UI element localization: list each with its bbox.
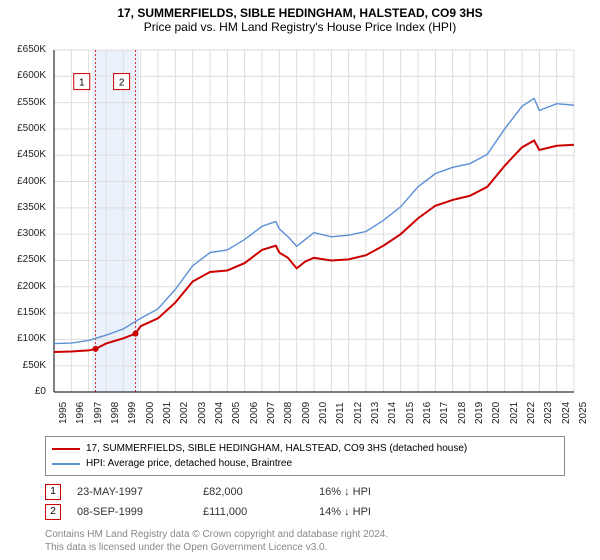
transaction-badge-1: 1 — [45, 484, 61, 500]
x-tick-label: 2003 — [197, 402, 208, 424]
x-tick-label: 2002 — [179, 402, 190, 424]
x-tick-label: 2005 — [231, 402, 242, 424]
x-tick-label: 2020 — [491, 402, 502, 424]
x-tick-label: 1998 — [110, 402, 121, 424]
legend-label-hpi: HPI: Average price, detached house, Brai… — [86, 456, 292, 471]
transaction-date-2: 08-SEP-1999 — [77, 506, 187, 518]
x-tick-label: 2023 — [543, 402, 554, 424]
y-tick-label: £100K — [2, 333, 46, 344]
x-tick-label: 2024 — [561, 402, 572, 424]
x-tick-label: 2019 — [474, 402, 485, 424]
x-tick-label: 1999 — [127, 402, 138, 424]
chart-svg: 12 — [50, 46, 580, 396]
x-tick-label: 2007 — [266, 402, 277, 424]
x-tick-label: 2004 — [214, 402, 225, 424]
x-tick-label: 1997 — [93, 402, 104, 424]
x-tick-label: 2021 — [509, 402, 520, 424]
plot-area: 12 — [50, 46, 580, 396]
x-tick-label: 2001 — [162, 402, 173, 424]
y-tick-label: £150K — [2, 307, 46, 318]
x-tick-label: 2015 — [405, 402, 416, 424]
x-tick-label: 2010 — [318, 402, 329, 424]
transaction-badge-2: 2 — [45, 504, 61, 520]
legend-box: 17, SUMMERFIELDS, SIBLE HEDINGHAM, HALST… — [45, 436, 565, 476]
x-tick-label: 2006 — [249, 402, 260, 424]
y-tick-label: £200K — [2, 281, 46, 292]
transactions-block: 1 23-MAY-1997 £82,000 16% ↓ HPI 2 08-SEP… — [45, 480, 565, 520]
x-tick-label: 2022 — [526, 402, 537, 424]
x-tick-label: 2016 — [422, 402, 433, 424]
x-tick-label: 1995 — [58, 402, 69, 424]
x-tick-label: 2014 — [387, 402, 398, 424]
x-tick-label: 2009 — [301, 402, 312, 424]
transaction-delta-2: 14% ↓ HPI — [319, 506, 371, 518]
x-tick-label: 2012 — [353, 402, 364, 424]
y-tick-label: £50K — [2, 360, 46, 371]
legend-swatch-property — [52, 448, 80, 450]
y-tick-label: £450K — [2, 149, 46, 160]
legend-row-property: 17, SUMMERFIELDS, SIBLE HEDINGHAM, HALST… — [52, 441, 558, 456]
x-tick-label: 2013 — [370, 402, 381, 424]
y-tick-label: £600K — [2, 70, 46, 81]
svg-text:2: 2 — [119, 78, 125, 89]
x-tick-label: 2008 — [283, 402, 294, 424]
y-tick-label: £300K — [2, 228, 46, 239]
y-tick-label: £500K — [2, 123, 46, 134]
x-tick-label: 2011 — [335, 402, 346, 424]
x-tick-label: 2025 — [578, 402, 589, 424]
legend-row-hpi: HPI: Average price, detached house, Brai… — [52, 456, 558, 471]
chart-title-line1: 17, SUMMERFIELDS, SIBLE HEDINGHAM, HALST… — [0, 0, 600, 20]
transaction-price-2: £111,000 — [203, 506, 303, 518]
footnote-line2: This data is licensed under the Open Gov… — [45, 542, 327, 553]
chart-title-line2: Price paid vs. HM Land Registry's House … — [0, 20, 600, 38]
svg-text:1: 1 — [79, 78, 85, 89]
transaction-row-1: 1 23-MAY-1997 £82,000 16% ↓ HPI — [45, 484, 565, 500]
x-tick-label: 1996 — [75, 402, 86, 424]
transaction-price-1: £82,000 — [203, 486, 303, 498]
x-tick-label: 2000 — [145, 402, 156, 424]
legend-swatch-hpi — [52, 463, 80, 465]
transaction-row-2: 2 08-SEP-1999 £111,000 14% ↓ HPI — [45, 504, 565, 520]
transaction-date-1: 23-MAY-1997 — [77, 486, 187, 498]
y-tick-label: £250K — [2, 254, 46, 265]
transaction-delta-1: 16% ↓ HPI — [319, 486, 371, 498]
chart-container: 17, SUMMERFIELDS, SIBLE HEDINGHAM, HALST… — [0, 0, 600, 560]
y-tick-label: £650K — [2, 44, 46, 55]
y-tick-label: £350K — [2, 202, 46, 213]
y-tick-label: £0 — [2, 386, 46, 397]
footnote-line1: Contains HM Land Registry data © Crown c… — [45, 529, 388, 540]
y-tick-label: £400K — [2, 176, 46, 187]
x-tick-label: 2018 — [457, 402, 468, 424]
y-tick-label: £550K — [2, 97, 46, 108]
footnote: Contains HM Land Registry data © Crown c… — [45, 528, 565, 554]
legend-label-property: 17, SUMMERFIELDS, SIBLE HEDINGHAM, HALST… — [86, 441, 467, 456]
x-tick-label: 2017 — [439, 402, 450, 424]
